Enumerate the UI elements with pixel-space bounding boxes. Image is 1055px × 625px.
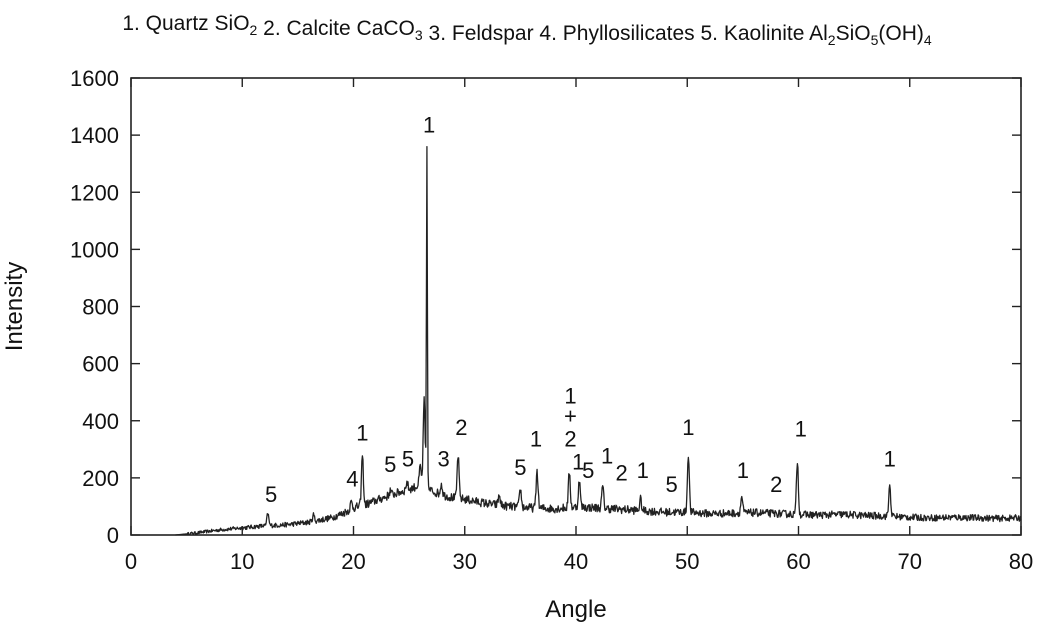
x-tick-label: 80 — [1009, 549, 1033, 574]
peak-label: 5 — [514, 455, 526, 480]
peak-label: 1 — [423, 112, 435, 137]
y-tick-label: 200 — [82, 466, 119, 491]
title-formula-part: Al — [809, 22, 828, 45]
title-formula-part: SiO — [215, 12, 250, 35]
x-tick-label: 30 — [453, 549, 477, 574]
y-tick-label: 600 — [82, 352, 119, 377]
peak-label: 1 — [737, 458, 749, 483]
peak-label: 5 — [265, 482, 277, 507]
peak-label: 3 — [437, 446, 449, 471]
title-formula-part: 2 — [250, 22, 258, 38]
y-tick-label: 1400 — [70, 123, 119, 148]
chart-title: 1. Quartz SiO2 2. Calcite CaCO3 3. Felds… — [122, 12, 932, 48]
peak-label: 5 — [582, 458, 594, 483]
y-axis-title: Intensity — [1, 262, 28, 351]
title-formula-part: 4 — [924, 32, 932, 48]
title-formula-part: (OH) — [878, 22, 924, 45]
y-tick-label: 1600 — [70, 66, 119, 91]
peak-label: 5 — [402, 446, 414, 471]
title-item: 1. Quartz — [122, 12, 214, 35]
peak-label: 5 — [384, 452, 396, 477]
peak-label: 5 — [666, 472, 678, 497]
peak-label: 1 — [884, 446, 896, 471]
y-tick-label: 0 — [107, 523, 119, 548]
x-tick-label: 60 — [786, 549, 810, 574]
title-item: 2. Calcite — [257, 17, 356, 40]
peak-label: 1 — [572, 449, 584, 474]
peak-label: 2 — [564, 426, 576, 451]
x-tick-label: 0 — [125, 549, 137, 574]
peak-label: 1 — [637, 458, 649, 483]
peak-label: 2 — [770, 472, 782, 497]
x-axis-title: Angle — [545, 596, 606, 623]
y-tick-label: 1000 — [70, 237, 119, 262]
peak-label: 2 — [455, 415, 467, 440]
peak-label: 4 — [346, 466, 358, 491]
x-tick-label: 40 — [564, 549, 588, 574]
y-tick-label: 400 — [82, 409, 119, 434]
peak-label: 1 — [601, 444, 613, 469]
peak-label: 1 — [530, 426, 542, 451]
x-tick-label: 50 — [675, 549, 699, 574]
title-formula-part: CaCO — [357, 17, 415, 40]
y-tick-label: 1200 — [70, 180, 119, 205]
x-tick-label: 20 — [341, 549, 365, 574]
series-line — [175, 146, 1022, 536]
peak-label: 2 — [615, 461, 627, 486]
title-formula-part: 5 — [871, 32, 879, 48]
peak-label: + — [564, 404, 577, 429]
title-formula-part: 2 — [828, 32, 836, 48]
y-tick-label: 800 — [82, 295, 119, 320]
y-axis: 0 200 400 600 800 1000 1200 1400 1600 — [70, 66, 1021, 548]
title-item: 3. Feldspar — [423, 22, 534, 45]
peak-label: 1 — [564, 384, 576, 409]
peak-label: 1 — [356, 421, 368, 446]
x-tick-label: 70 — [898, 549, 922, 574]
peak-label: 1 — [795, 416, 807, 441]
title-item: 4. Phyllosilicates — [534, 22, 695, 45]
x-axis: 0 10 20 30 40 50 60 70 80 — [125, 78, 1033, 574]
peak-label: 1 — [682, 415, 694, 440]
title-item: 5. Kaolinite — [695, 22, 809, 45]
series-layer — [175, 146, 1022, 536]
x-tick-label: 10 — [230, 549, 254, 574]
title-formula-part: 3 — [415, 27, 423, 43]
title-formula-part: SiO — [836, 22, 871, 45]
